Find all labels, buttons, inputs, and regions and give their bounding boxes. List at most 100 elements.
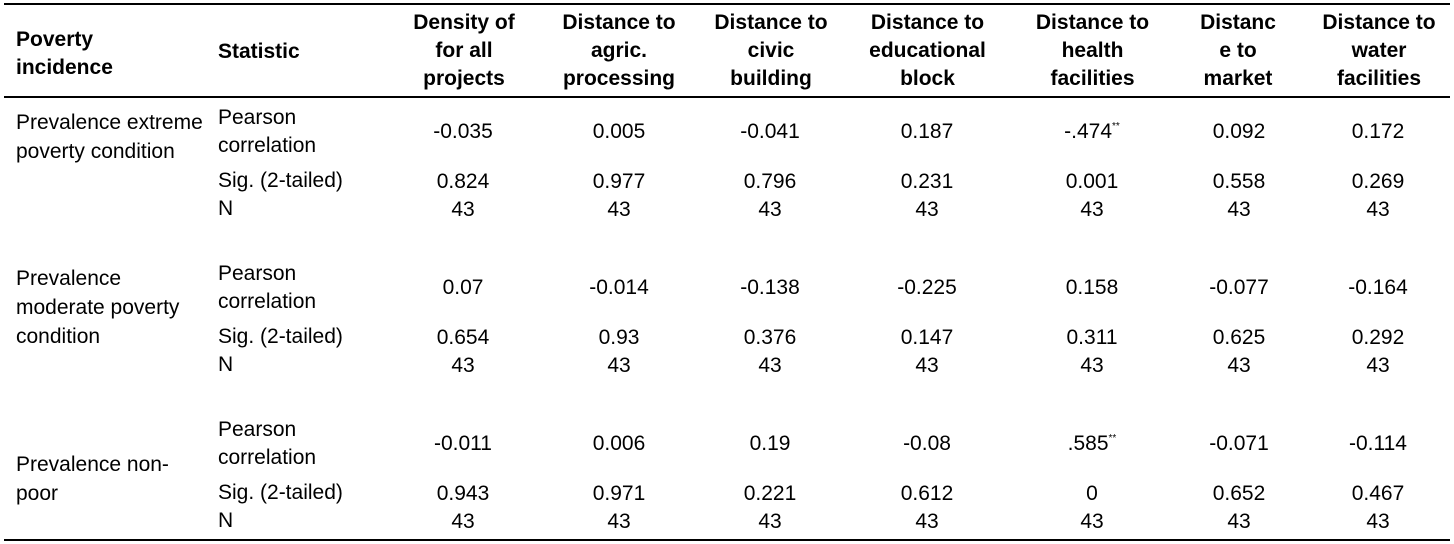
value-text: 0.467 — [1351, 482, 1405, 505]
value-cell: 0.977 — [549, 169, 689, 195]
header-col-civic: Distance to civic building — [714, 11, 828, 90]
value-cell: 43 — [393, 197, 533, 223]
value-text: 0.977 — [592, 170, 646, 193]
header-col-density: Density of for all projects — [413, 11, 515, 90]
value-text: 43 — [1227, 510, 1251, 533]
value-cell: -0.035 — [393, 119, 533, 145]
value-cell: 0.172 — [1308, 119, 1448, 145]
value-text: -0.08 — [903, 432, 951, 455]
value-text: 0.005 — [592, 120, 646, 143]
value-cell: 0.092 — [1169, 119, 1309, 145]
value-text: 0.187 — [900, 120, 954, 143]
value-text: 0.311 — [1066, 326, 1118, 349]
value-cell: 0.07 — [393, 275, 533, 301]
value-cell: 43 — [1308, 197, 1448, 223]
value-text: 0.943 — [436, 482, 490, 505]
value-text: 0.971 — [592, 482, 646, 505]
value-cell: 0.19 — [700, 431, 840, 457]
value-cell: 0.001 — [1022, 169, 1162, 195]
value-text: 43 — [1227, 354, 1251, 377]
value-cell: 0.376 — [700, 325, 840, 351]
value-cell: 0.231 — [857, 169, 997, 195]
value-cell: -0.164 — [1308, 275, 1448, 301]
top-rule — [4, 3, 1450, 5]
value-text: -0.014 — [589, 276, 649, 299]
header-col-health: Distance to health facilities — [1035, 11, 1150, 90]
value-cell: 0 — [1022, 481, 1162, 507]
value-cell: 0.311 — [1022, 325, 1162, 351]
value-text: 0.376 — [743, 326, 797, 349]
value-cell: 43 — [857, 197, 997, 223]
statistic-label: Pearson correlation — [218, 418, 317, 469]
value-text: 43 — [1366, 510, 1390, 533]
value-cell: 43 — [393, 509, 533, 535]
value-cell: 0.187 — [857, 119, 997, 145]
value-cell: 43 — [549, 509, 689, 535]
value-cell: 43 — [1169, 353, 1309, 379]
value-text: -0.035 — [433, 120, 493, 143]
value-text: 0.292 — [1351, 326, 1405, 349]
value-text: 43 — [915, 198, 939, 221]
header-col-educational: Distance to educational block — [869, 11, 986, 90]
value-cell: 43 — [1022, 509, 1162, 535]
value-text: 0.654 — [436, 326, 490, 349]
value-text: 43 — [1080, 354, 1104, 377]
value-text: 43 — [758, 198, 782, 221]
value-cell: -0.014 — [549, 275, 689, 301]
value-cell: 0.971 — [549, 481, 689, 507]
value-text: 0.558 — [1212, 170, 1266, 193]
value-cell: 43 — [549, 197, 689, 223]
poverty-incidence-label: Prevalence moderate poverty condition — [16, 267, 180, 348]
value-text: 43 — [1227, 198, 1251, 221]
value-text: 0.221 — [743, 482, 797, 505]
poverty-incidence-label: Prevalence non-poor — [16, 453, 169, 505]
value-cell: 0.147 — [857, 325, 997, 351]
value-cell: -0.138 — [700, 275, 840, 301]
value-text: 0.001 — [1065, 170, 1119, 193]
value-cell: 43 — [1169, 509, 1309, 535]
value-cell: 0.824 — [393, 169, 533, 195]
value-cell: 0.269 — [1308, 169, 1448, 195]
value-text: 0 — [1086, 482, 1098, 505]
value-text: 43 — [1080, 510, 1104, 533]
value-cell: -0.077 — [1169, 275, 1309, 301]
value-cell: 43 — [700, 197, 840, 223]
statistic-label: N — [218, 509, 234, 532]
value-text: -0.225 — [897, 276, 957, 299]
value-text: -.474 — [1064, 120, 1113, 143]
statistic-label: N — [218, 353, 234, 376]
value-text: 0.824 — [436, 170, 490, 193]
value-cell: 0.558 — [1169, 169, 1309, 195]
value-cell: 43 — [393, 353, 533, 379]
value-text: 43 — [915, 354, 939, 377]
value-text: 43 — [607, 510, 631, 533]
value-cell: 0.652 — [1169, 481, 1309, 507]
value-cell: 43 — [1022, 353, 1162, 379]
value-cell: .585** — [1022, 431, 1162, 457]
value-cell: 43 — [549, 353, 689, 379]
value-text: 0.269 — [1351, 170, 1405, 193]
value-text: 43 — [1366, 354, 1390, 377]
value-text: -0.041 — [740, 120, 800, 143]
header-col-water: Distance to water facilities — [1322, 11, 1436, 90]
value-cell: 43 — [700, 509, 840, 535]
value-text: .585 — [1067, 432, 1109, 455]
value-text: 0.93 — [598, 326, 640, 349]
bottom-rule — [4, 539, 1450, 541]
value-cell: 43 — [1022, 197, 1162, 223]
value-text: 0.796 — [743, 170, 797, 193]
header-statistic: Statistic — [218, 40, 300, 63]
value-cell: 0.943 — [393, 481, 533, 507]
value-cell: 43 — [1308, 509, 1448, 535]
value-text: 43 — [607, 354, 631, 377]
value-cell: 0.221 — [700, 481, 840, 507]
value-cell: 43 — [1169, 197, 1309, 223]
value-text: 43 — [758, 354, 782, 377]
statistic-label: Pearson correlation — [218, 106, 317, 157]
value-text: 0.19 — [749, 432, 791, 455]
value-cell: -0.225 — [857, 275, 997, 301]
value-text: 0.625 — [1212, 326, 1266, 349]
poverty-incidence-label: Prevalence extreme poverty condition — [16, 111, 203, 163]
value-text: -0.011 — [434, 432, 492, 455]
